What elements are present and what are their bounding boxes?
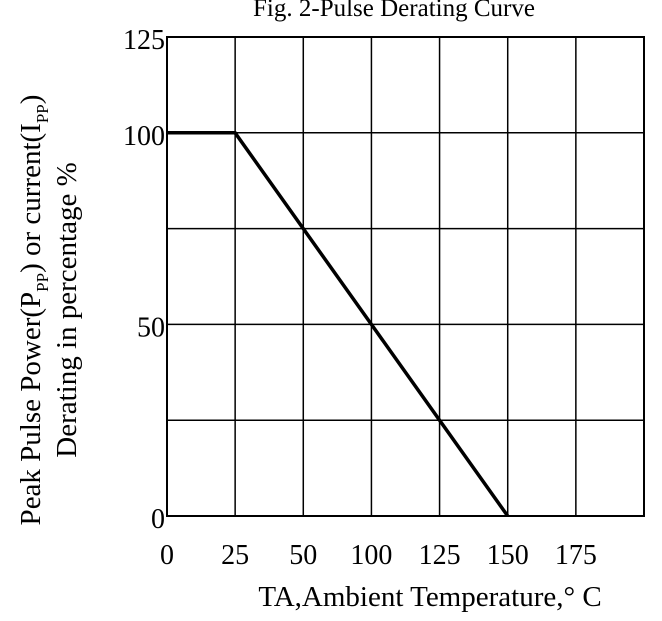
plot-frame	[166, 36, 645, 517]
x-tick-label: 125	[419, 540, 461, 571]
x-tick-label: 100	[350, 540, 392, 571]
grid	[167, 37, 644, 516]
y-tick-label: 0	[151, 504, 165, 535]
svg-text:Peak Pulse Power(PPP) or curre: Peak Pulse Power(PPP) or current(IPP)	[15, 95, 52, 526]
x-tick-label: 0	[160, 540, 174, 571]
chart-title: Fig. 2-Pulse Derating Curve	[253, 0, 535, 22]
y-axis-label: Peak Pulse Power(PPP) or current(IPP)	[15, 95, 52, 526]
x-axis-label: TA,Ambient Temperature,° C	[258, 581, 601, 613]
x-tick-label: 25	[221, 540, 249, 571]
y-axis-label-part3: )	[15, 95, 47, 105]
derating-curve-line	[167, 131, 510, 518]
y-tick-labels: 0 50 100 125	[123, 25, 165, 535]
x-tick-label: 175	[555, 540, 597, 571]
y-axis-label-part2: ) or current(I	[15, 123, 47, 273]
x-tick-label: 50	[289, 540, 317, 571]
y-axis-label-sub2: PP	[33, 104, 52, 123]
x-tick-label: 150	[487, 540, 529, 571]
y-axis-label-part1: Peak Pulse Power(P	[15, 292, 47, 526]
y-tick-label: 50	[137, 312, 165, 343]
y-tick-label: 100	[123, 121, 165, 152]
x-tick-labels: 0 25 50 100 125 150 175	[160, 540, 597, 571]
y-axis-label-line2: Derating in percentage %	[51, 162, 83, 458]
y-tick-label: 125	[123, 25, 165, 56]
y-axis-label-sub1: PP	[33, 273, 52, 292]
